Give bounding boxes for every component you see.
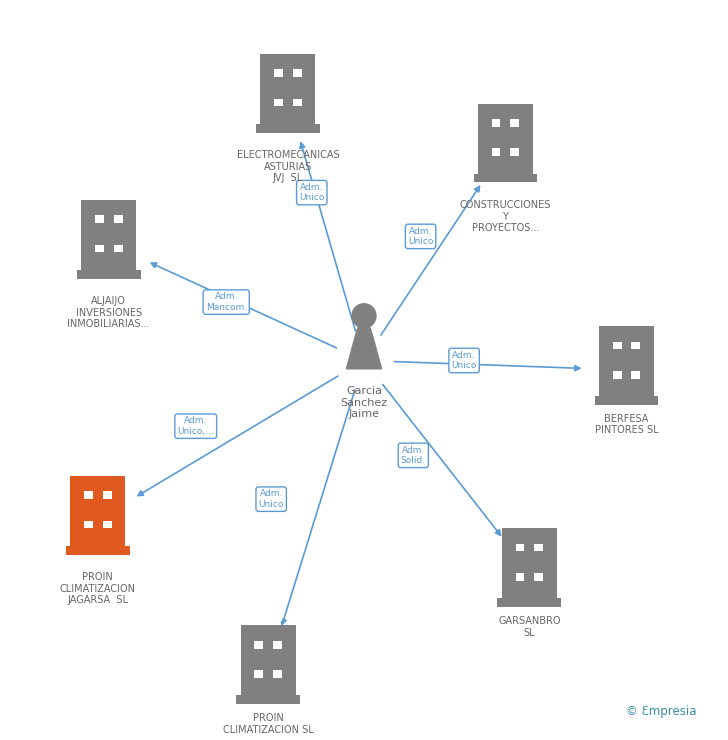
FancyBboxPatch shape xyxy=(631,342,641,349)
FancyBboxPatch shape xyxy=(95,245,104,252)
FancyBboxPatch shape xyxy=(81,200,136,270)
Text: Adm.
Unico: Adm. Unico xyxy=(299,183,325,202)
FancyBboxPatch shape xyxy=(274,41,283,49)
Text: © Ɛmpresia: © Ɛmpresia xyxy=(625,705,696,718)
FancyBboxPatch shape xyxy=(613,371,622,379)
FancyBboxPatch shape xyxy=(613,314,622,321)
Text: CONSTRUCCIONES
Y
PROYECTOS...: CONSTRUCCIONES Y PROYECTOS... xyxy=(459,200,551,233)
FancyBboxPatch shape xyxy=(293,98,301,107)
Text: GARSANBRO
SL: GARSANBRO SL xyxy=(498,616,561,638)
Text: Adm.
Mancom.: Adm. Mancom. xyxy=(205,292,247,312)
FancyBboxPatch shape xyxy=(255,670,264,678)
FancyBboxPatch shape xyxy=(534,574,543,581)
FancyBboxPatch shape xyxy=(631,314,641,321)
FancyBboxPatch shape xyxy=(473,174,537,182)
FancyBboxPatch shape xyxy=(515,516,524,523)
FancyBboxPatch shape xyxy=(631,371,641,379)
FancyBboxPatch shape xyxy=(510,91,519,98)
FancyBboxPatch shape xyxy=(114,245,122,252)
Text: Adm.
Unico: Adm. Unico xyxy=(258,489,284,509)
FancyBboxPatch shape xyxy=(114,215,122,223)
FancyBboxPatch shape xyxy=(256,124,320,132)
FancyBboxPatch shape xyxy=(515,544,524,551)
FancyBboxPatch shape xyxy=(261,54,315,124)
FancyBboxPatch shape xyxy=(95,215,104,223)
FancyBboxPatch shape xyxy=(497,599,561,608)
FancyBboxPatch shape xyxy=(613,342,622,349)
Text: Adm.
Unico: Adm. Unico xyxy=(408,226,433,246)
Circle shape xyxy=(357,325,371,339)
FancyBboxPatch shape xyxy=(84,521,93,528)
FancyBboxPatch shape xyxy=(273,641,282,648)
FancyBboxPatch shape xyxy=(66,546,130,554)
Text: ALJAIJO
INVERSIONES
INMOBILIARIAS...: ALJAIJO INVERSIONES INMOBILIARIAS... xyxy=(68,296,150,329)
FancyBboxPatch shape xyxy=(241,625,296,696)
FancyBboxPatch shape xyxy=(77,270,141,279)
FancyBboxPatch shape xyxy=(491,91,500,98)
Circle shape xyxy=(352,304,376,328)
FancyBboxPatch shape xyxy=(71,476,125,546)
Polygon shape xyxy=(347,334,381,369)
FancyBboxPatch shape xyxy=(510,149,519,156)
FancyBboxPatch shape xyxy=(114,187,122,195)
FancyBboxPatch shape xyxy=(515,574,524,581)
FancyBboxPatch shape xyxy=(103,521,111,528)
FancyBboxPatch shape xyxy=(274,98,283,107)
FancyBboxPatch shape xyxy=(502,528,557,599)
FancyBboxPatch shape xyxy=(478,104,533,174)
Text: ELECTROMECANICAS
ASTURIAS
JVJ  SL: ELECTROMECANICAS ASTURIAS JVJ SL xyxy=(237,150,339,184)
FancyBboxPatch shape xyxy=(293,41,301,49)
FancyBboxPatch shape xyxy=(95,187,104,195)
FancyBboxPatch shape xyxy=(595,396,658,405)
FancyBboxPatch shape xyxy=(491,119,500,127)
FancyBboxPatch shape xyxy=(84,463,93,471)
FancyBboxPatch shape xyxy=(510,119,519,127)
FancyBboxPatch shape xyxy=(103,463,111,471)
Text: Garcia
Sanchez
Jaime: Garcia Sanchez Jaime xyxy=(341,386,387,420)
Text: BERFESA
PINTORES SL: BERFESA PINTORES SL xyxy=(595,414,658,435)
Text: PROIN
CLIMATIZACION
JAGARSA  SL: PROIN CLIMATIZACION JAGARSA SL xyxy=(60,572,136,605)
FancyBboxPatch shape xyxy=(273,670,282,678)
FancyBboxPatch shape xyxy=(534,516,543,523)
Text: Adm.
Solid.: Adm. Solid. xyxy=(400,445,426,465)
FancyBboxPatch shape xyxy=(255,613,264,621)
FancyBboxPatch shape xyxy=(491,149,500,156)
FancyBboxPatch shape xyxy=(237,696,300,704)
FancyBboxPatch shape xyxy=(84,491,93,499)
FancyBboxPatch shape xyxy=(103,491,111,499)
Text: PROIN
CLIMATIZACION SL: PROIN CLIMATIZACION SL xyxy=(223,713,314,735)
Text: Adm.
Unico,...: Adm. Unico,... xyxy=(178,417,214,436)
FancyBboxPatch shape xyxy=(534,544,543,551)
FancyBboxPatch shape xyxy=(274,70,283,77)
FancyBboxPatch shape xyxy=(293,70,301,77)
FancyBboxPatch shape xyxy=(599,326,654,396)
FancyBboxPatch shape xyxy=(255,641,264,648)
Text: Adm.
Unico: Adm. Unico xyxy=(451,351,477,370)
FancyBboxPatch shape xyxy=(273,613,282,621)
